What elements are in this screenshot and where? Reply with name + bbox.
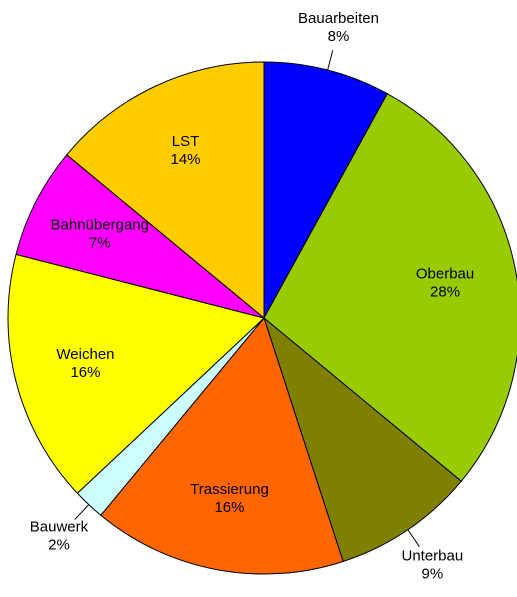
leader-line	[407, 529, 420, 547]
value-label: 2%	[48, 536, 70, 553]
pie-slice	[15, 154, 265, 319]
pie-slice	[7, 253, 266, 494]
slice-label: Bauwerk	[30, 518, 89, 535]
slice-label: Bauarbeiten	[298, 10, 379, 27]
pie-slice	[100, 316, 344, 575]
value-label: 16%	[70, 364, 100, 381]
pie-slice	[262, 316, 462, 563]
value-label: 9%	[422, 566, 444, 583]
pie-slice	[66, 61, 265, 320]
slice-label: Weichen	[56, 346, 114, 363]
slice-label: LST	[172, 133, 200, 150]
value-label: 16%	[214, 499, 244, 516]
value-label: 14%	[171, 151, 201, 168]
slice-label: Oberbau	[416, 265, 474, 282]
leader-line	[74, 504, 90, 520]
leader-line	[327, 50, 334, 71]
value-label: 28%	[430, 283, 460, 300]
slice-label: Unterbau	[401, 548, 463, 565]
value-label: 8%	[328, 28, 350, 45]
value-label: 7%	[89, 234, 111, 251]
pie-slice	[263, 92, 517, 482]
slice-label: Bahnübergang	[51, 216, 149, 233]
slice-label: Trassierung	[190, 481, 269, 498]
